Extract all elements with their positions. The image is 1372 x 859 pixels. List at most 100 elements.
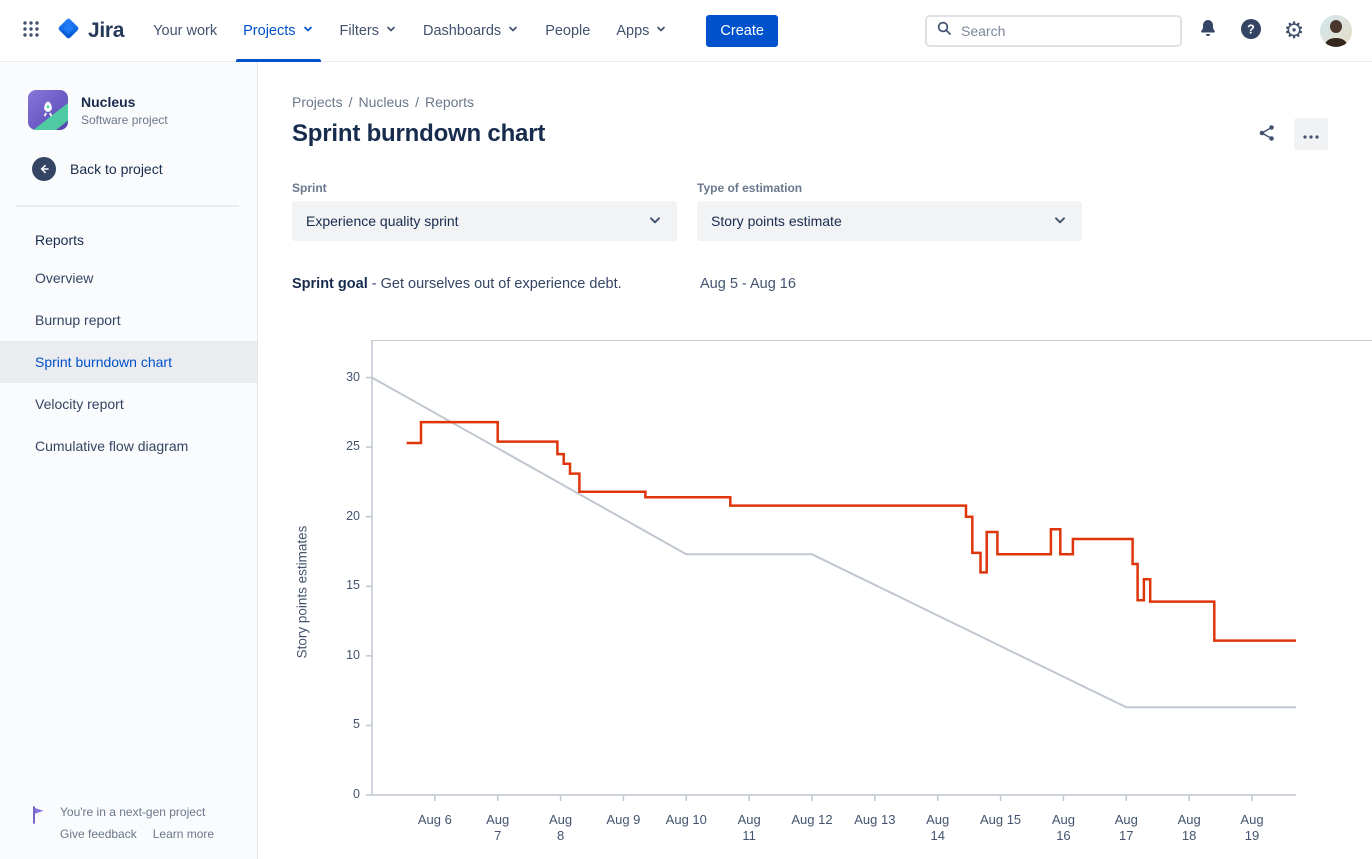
reports-nav: Overview Burnup report Sprint burndown c… xyxy=(0,257,257,467)
arrow-left-icon xyxy=(32,157,56,181)
nav-item-filters[interactable]: Filters xyxy=(327,0,410,62)
search-input[interactable] xyxy=(959,21,1171,40)
breadcrumb: Projects / Nucleus / Reports xyxy=(292,94,1328,110)
sprint-goal: Sprint goal - Get ourselves out of exper… xyxy=(292,276,700,292)
x-tick-label: Aug 13 xyxy=(854,812,896,827)
nav-item-projects[interactable]: Projects xyxy=(230,0,326,62)
project-type: Software project xyxy=(81,112,168,127)
jira-logo[interactable]: Jira xyxy=(56,16,124,46)
sidebar: Nucleus Software project Back to project… xyxy=(0,62,258,859)
chevron-down-icon xyxy=(507,23,519,39)
sidebar-item-overview[interactable]: Overview xyxy=(35,270,94,286)
title-actions xyxy=(1250,117,1328,151)
back-to-project[interactable]: Back to project xyxy=(0,130,257,205)
rocket-icon xyxy=(43,101,53,117)
breadcrumb-separator: / xyxy=(415,94,419,110)
x-tick-label: Aug 8 xyxy=(548,812,573,843)
jira-logo-icon xyxy=(56,16,81,46)
x-tick-label: Aug 9 xyxy=(606,812,641,827)
estimation-field-label: Type of estimation xyxy=(697,181,803,195)
project-header: Nucleus Software project xyxy=(0,62,257,130)
project-avatar xyxy=(28,90,68,130)
y-tick-label: 25 xyxy=(346,439,360,454)
app-switcher-button[interactable] xyxy=(14,14,48,48)
page-title: Sprint burndown chart xyxy=(292,120,546,147)
user-avatar[interactable] xyxy=(1320,14,1352,47)
project-meta: Nucleus Software project xyxy=(81,94,168,127)
x-tick-label: Aug 14 xyxy=(926,812,950,843)
search-box xyxy=(925,14,1182,47)
nav-item-people[interactable]: People xyxy=(532,0,603,62)
chevron-down-icon xyxy=(647,212,663,231)
primary-nav: Your work Projects Filters Dashboards Pe… xyxy=(140,0,680,62)
sidebar-item-burnup-report[interactable]: Burnup report xyxy=(35,312,121,328)
x-tick-label: Aug 12 xyxy=(791,812,833,827)
estimation-select[interactable]: Story points estimate xyxy=(697,201,1082,241)
guideline-line xyxy=(371,376,1296,709)
nav-item-your-work[interactable]: Your work xyxy=(140,0,230,62)
help-button[interactable]: ? xyxy=(1234,14,1268,48)
avatar-head xyxy=(1330,19,1342,33)
main-content: Projects / Nucleus / Reports Sprint burn… xyxy=(258,62,1372,859)
y-tick-label: 15 xyxy=(346,578,360,593)
nav-item-dashboards[interactable]: Dashboards xyxy=(410,0,532,62)
filters-row: Sprint Experience quality sprint Type of… xyxy=(292,181,1338,241)
chevron-down-icon xyxy=(385,23,397,39)
sprint-field-label: Sprint xyxy=(292,181,327,195)
question-mark-icon: ? xyxy=(1239,17,1263,44)
avatar-body xyxy=(1325,37,1347,47)
x-tick-label: Aug 16 xyxy=(1051,812,1075,843)
x-tick-label: Aug 18 xyxy=(1177,812,1201,843)
navbar-right: ? ⚙ xyxy=(925,14,1352,48)
more-actions-button[interactable] xyxy=(1294,118,1328,150)
y-tick-label: 0 xyxy=(353,787,360,801)
x-tick-label: Aug 11 xyxy=(737,812,761,843)
x-axis-tick-labels: Aug 6 Aug 7 Aug 8 Aug 9 Aug 10 Aug 11 Aug 12 Au… xyxy=(372,812,1296,856)
flag-icon xyxy=(30,805,48,830)
sprint-goal-label: Sprint goal xyxy=(292,276,368,292)
back-to-project-label: Back to project xyxy=(70,161,163,177)
sidebar-item-cumulative-flow-diagram[interactable]: Cumulative flow diagram xyxy=(35,438,189,454)
bell-icon xyxy=(1196,17,1220,44)
y-tick-label: 5 xyxy=(353,717,360,732)
learn-more-link[interactable]: Learn more xyxy=(152,827,215,841)
sprint-goal-row: Sprint goal - Get ourselves out of exper… xyxy=(292,276,1338,292)
share-icon xyxy=(1257,123,1277,146)
estimation-select-value: Story points estimate xyxy=(711,213,842,229)
sprint-select[interactable]: Experience quality sprint xyxy=(292,201,677,241)
x-tick-label: Aug 17 xyxy=(1114,812,1138,843)
breadcrumb-reports[interactable]: Reports xyxy=(424,94,474,110)
y-axis-tick-labels: 0 5 10 15 20 25 30 xyxy=(316,340,360,801)
sidebar-item-sprint-burndown-chart[interactable]: Sprint burndown chart xyxy=(0,341,257,383)
grid-icon xyxy=(22,20,40,41)
breadcrumb-projects[interactable]: Projects xyxy=(292,94,343,110)
sidebar-item-velocity-report[interactable]: Velocity report xyxy=(35,396,124,412)
settings-button[interactable]: ⚙ xyxy=(1277,14,1311,48)
sidebar-footer: You're in a next-gen project Give feedba… xyxy=(0,805,257,841)
sprint-field: Sprint Experience quality sprint xyxy=(292,181,677,241)
top-navbar: Jira Your work Projects Filters Dashboar… xyxy=(0,0,1372,62)
y-axis-label: Story points estimates xyxy=(294,525,310,659)
nav-item-apps[interactable]: Apps xyxy=(603,0,680,62)
give-feedback-link[interactable]: Give feedback xyxy=(60,827,137,841)
chevron-down-icon xyxy=(655,23,667,39)
svg-text:?: ? xyxy=(1247,22,1255,36)
gear-icon: ⚙ xyxy=(1283,17,1305,43)
y-tick-label: 10 xyxy=(346,647,360,662)
sidebar-section-reports: Reports xyxy=(35,232,85,248)
ellipsis-icon xyxy=(1303,127,1319,142)
chart-plot xyxy=(366,340,1296,801)
notifications-button[interactable] xyxy=(1191,14,1225,48)
x-tick-label: Aug 19 xyxy=(1240,812,1264,843)
chart-top-border xyxy=(372,340,1372,341)
estimation-field: Type of estimation Story points estimate xyxy=(697,181,1082,241)
create-button[interactable]: Create xyxy=(706,14,778,47)
share-button[interactable] xyxy=(1250,117,1284,151)
x-tick-label: Aug 15 xyxy=(979,812,1022,827)
y-tick-label: 20 xyxy=(346,508,360,523)
chevron-down-icon xyxy=(1052,212,1068,231)
x-tick-label: Aug 6 xyxy=(417,812,452,827)
x-tick-label: Aug 7 xyxy=(486,812,510,843)
breadcrumb-nucleus[interactable]: Nucleus xyxy=(358,94,410,110)
project-name: Nucleus xyxy=(81,93,136,110)
